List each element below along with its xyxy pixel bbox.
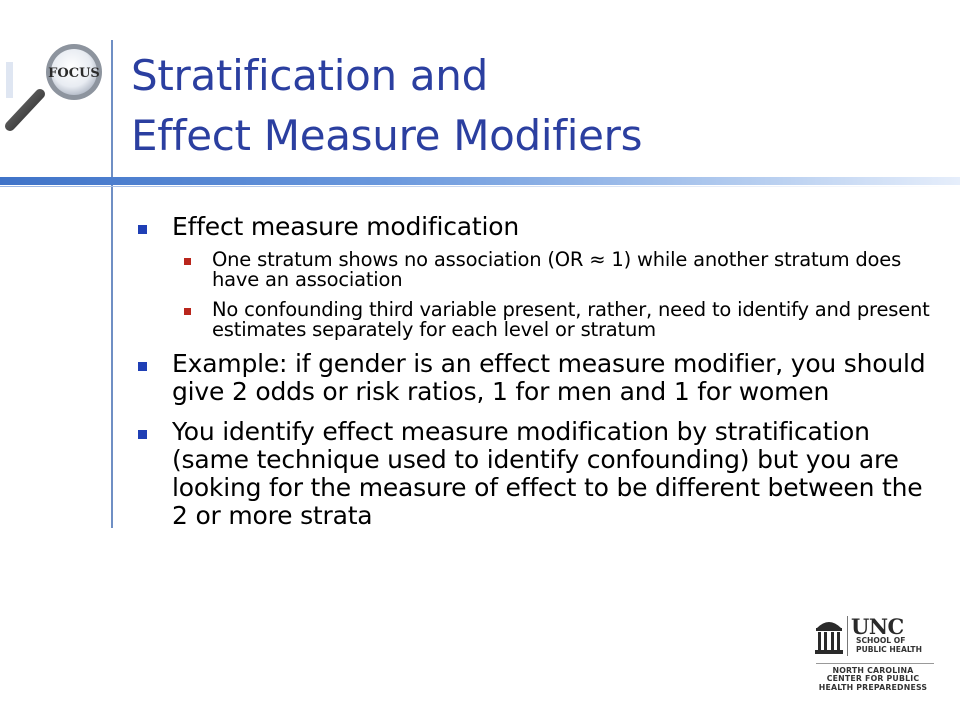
slide-title-line-2: Effect Measure Modifiers <box>131 111 643 160</box>
slide-title-line-1: Stratification and <box>131 51 488 100</box>
old-well-icon <box>815 622 843 654</box>
unc-school-line-2: PUBLIC HEALTH <box>856 644 922 654</box>
bullet-gender-example: Example: if gender is an effect measure … <box>138 350 938 406</box>
unc-wordmark: UNC <box>851 614 904 639</box>
slide-content: Effect measure modification One stratum … <box>138 213 938 530</box>
nc-center-line-1: NORTH CAROLINA <box>832 666 914 675</box>
focus-magnifier-logo: FOCUS <box>5 44 102 131</box>
unc-logo-divider <box>847 616 848 656</box>
bullet-effect-measure-modification: Effect measure modification <box>138 213 938 241</box>
focus-logo-text: FOCUS <box>48 66 100 81</box>
unc-school-name: SCHOOL OF PUBLIC HEALTH <box>856 636 936 654</box>
vertical-divider <box>111 40 113 528</box>
sub-bullet-stratum-association: One stratum shows no association (OR ≈ 1… <box>184 250 938 290</box>
title-underline-bar <box>0 177 960 185</box>
unc-logo-separator <box>816 663 934 664</box>
nc-center-name: NORTH CAROLINA CENTER FOR PUBLIC HEALTH … <box>808 666 938 692</box>
title-underline-thin <box>0 186 960 187</box>
bullet-identify-modification: You identify effect measure modification… <box>138 418 938 530</box>
unc-school-line-1: SCHOOL OF <box>856 636 906 645</box>
unc-school-logo: UNC SCHOOL OF PUBLIC HEALTH NORTH CAROLI… <box>808 612 938 692</box>
sub-bullet-no-confounding: No confounding third variable present, r… <box>184 300 938 340</box>
nc-center-line-3: HEALTH PREPAREDNESS <box>818 682 928 692</box>
nc-center-line-2: CENTER FOR PUBLIC <box>826 674 920 684</box>
slide-title: Stratification and Effect Measure Modifi… <box>131 46 643 166</box>
